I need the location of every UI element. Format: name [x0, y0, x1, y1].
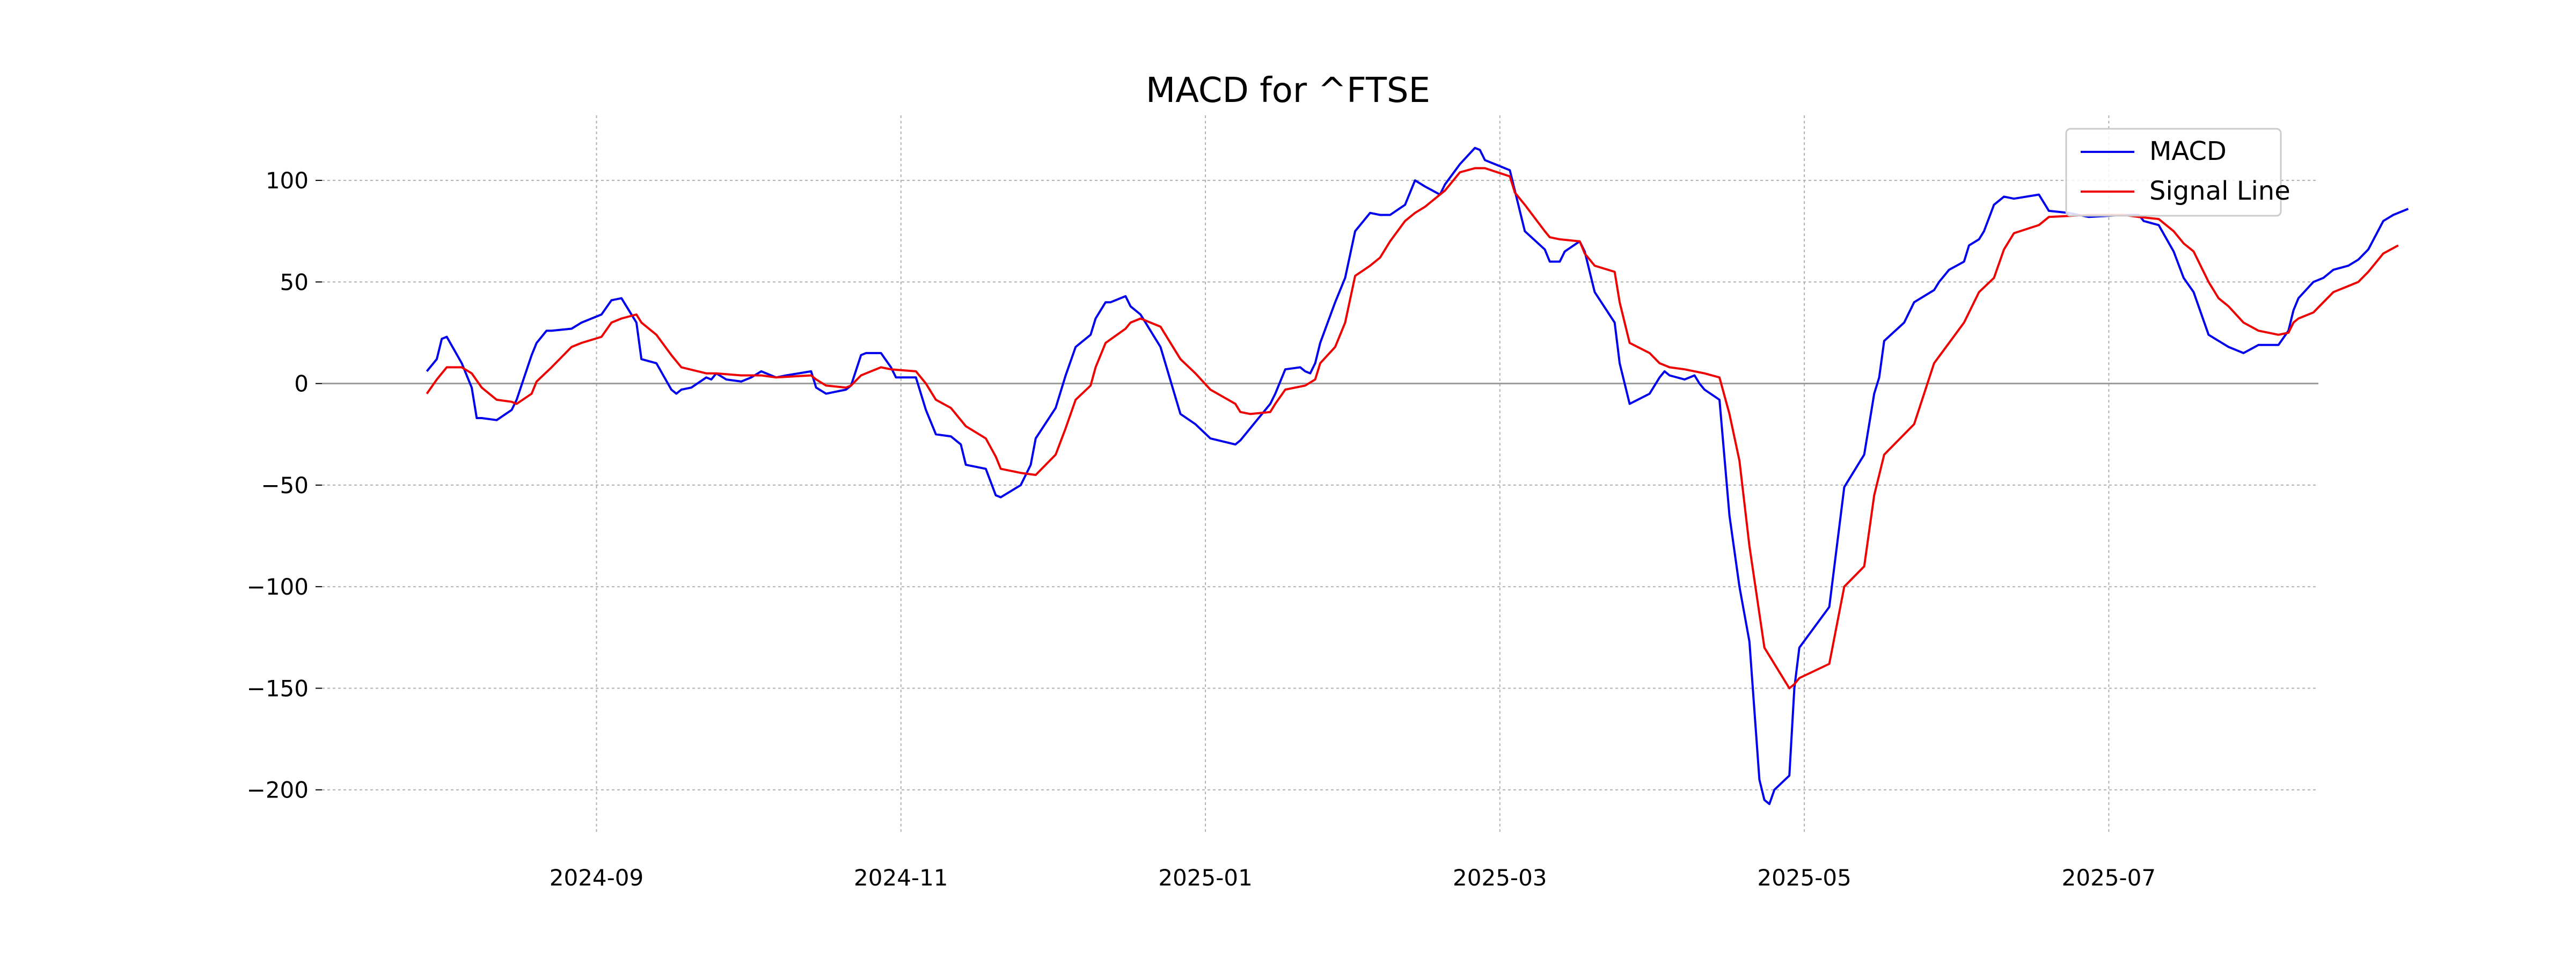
- x-tick-label: 2024-09: [550, 865, 644, 891]
- y-tick-label: −100: [247, 574, 309, 600]
- x-tick-label: 2025-07: [2062, 865, 2156, 891]
- y-axis-ticks: 100 50 0 −50 −100 −150 −200: [247, 167, 322, 803]
- series-line-macd: [426, 147, 2409, 806]
- y-tick-label: 0: [294, 371, 309, 397]
- grid: [322, 115, 2318, 835]
- series: [426, 147, 2409, 806]
- y-tick-label: −200: [247, 777, 309, 803]
- series-line-signal-line: [426, 167, 2399, 690]
- x-axis-ticks: 2024-09 2024-11 2025-01 2025-03 2025-05 2025-…: [550, 865, 2156, 891]
- x-tick-label: 2025-05: [1757, 865, 1851, 891]
- legend-label-macd: MACD: [2149, 136, 2227, 166]
- y-tick-label: 50: [280, 269, 309, 295]
- x-tick-label: 2025-01: [1158, 865, 1253, 891]
- y-tick-label: −150: [247, 675, 309, 701]
- x-tick-label: 2025-03: [1453, 865, 1547, 891]
- y-tick-label: −50: [261, 472, 309, 499]
- y-tick-label: 100: [266, 167, 309, 194]
- legend-label-signal-line: Signal Line: [2149, 176, 2290, 206]
- legend: MACD Signal Line: [2065, 128, 2290, 217]
- chart-title: MACD for ^FTSE: [1146, 71, 1430, 111]
- legend-frame: [2065, 128, 2282, 217]
- x-tick-label: 2024-11: [854, 865, 948, 891]
